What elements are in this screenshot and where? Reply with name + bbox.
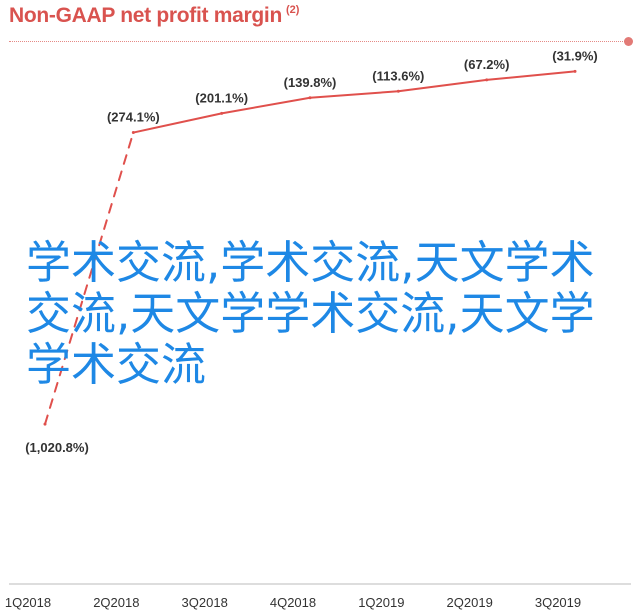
chart-title-block: Non-GAAP net profit margin (2) (9, 4, 299, 28)
data-point-2Q2019 (485, 78, 489, 82)
data-label-2Q2019: (67.2%) (464, 57, 510, 72)
x-tick-label-2Q2018: 2Q2018 (93, 595, 139, 610)
x-axis-ticks: 1Q2018 2Q2018 3Q2018 4Q2018 1Q2019 2Q2019 3Q20… (5, 595, 581, 610)
data-point-3Q2019 (573, 69, 577, 73)
x-tick-label-3Q2018: 3Q2018 (182, 595, 228, 610)
series-segment-5 (397, 78, 488, 93)
data-label-4Q2018: (139.8%) (284, 75, 337, 90)
title-divider-end-dot (624, 37, 633, 46)
data-point-1Q2019 (396, 89, 400, 93)
data-point-3Q2018 (220, 111, 224, 115)
series-segment-3 (220, 96, 311, 115)
data-label-2Q2018: (274.1%) (107, 110, 160, 125)
data-label-1Q2019: (113.6%) (372, 68, 424, 83)
x-tick-label-2Q2019: 2Q2019 (447, 595, 493, 610)
x-tick-label-3Q2019: 3Q2019 (535, 595, 581, 610)
x-tick-label-1Q2018: 1Q2018 (5, 595, 51, 610)
data-point-4Q2018 (308, 96, 312, 100)
data-point-1Q2018 (43, 422, 47, 426)
data-label-1Q2018: (1,020.8%) (25, 440, 89, 455)
title-divider (9, 41, 631, 42)
series-segment-6 (485, 70, 576, 81)
chart-title: Non-GAAP net profit margin (9, 4, 282, 27)
data-label-3Q2019: (31.9%) (552, 48, 598, 63)
series-segment-4 (309, 90, 400, 99)
x-tick-label-1Q2019: 1Q2019 (358, 595, 404, 610)
series-segment-2 (132, 112, 223, 134)
data-label-3Q2018: (201.1%) (195, 90, 248, 105)
data-point-2Q2018 (131, 131, 135, 135)
chart-title-footnote: (2) (285, 4, 300, 16)
series-segment-1 (44, 131, 135, 426)
x-tick-label-4Q2018: 4Q2018 (270, 595, 316, 610)
series-layer (43, 69, 577, 426)
data-labels: (1,020.8%) (274.1%) (201.1%) (139.8%) (113.6… (25, 48, 598, 455)
